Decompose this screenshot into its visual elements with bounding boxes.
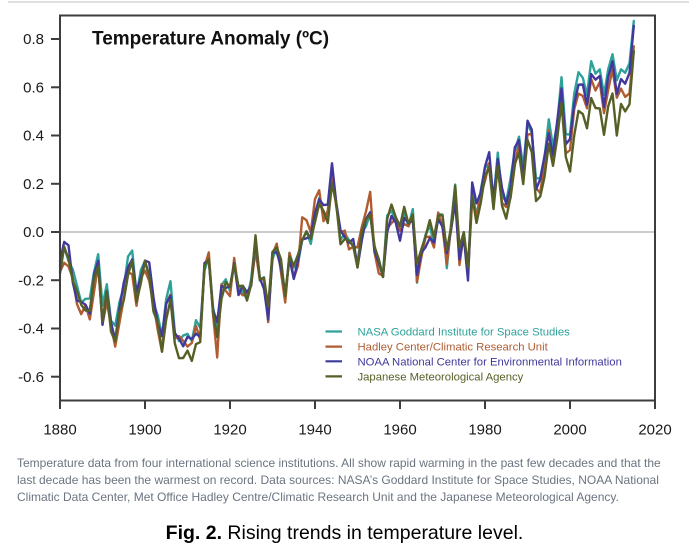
svg-text:1920: 1920 bbox=[213, 422, 246, 439]
svg-text:0.8: 0.8 bbox=[23, 31, 44, 48]
svg-text:Japanese Meteorological Agency: Japanese Meteorological Agency bbox=[358, 372, 524, 384]
svg-text:1900: 1900 bbox=[128, 422, 161, 439]
svg-text:-0.4: -0.4 bbox=[18, 321, 44, 338]
svg-text:0.4: 0.4 bbox=[23, 128, 44, 145]
svg-text:1940: 1940 bbox=[298, 422, 331, 439]
svg-text:1880: 1880 bbox=[43, 422, 76, 439]
svg-text:0.6: 0.6 bbox=[23, 80, 44, 97]
svg-text:0.2: 0.2 bbox=[23, 176, 44, 193]
svg-text:NOAA National Center for Envir: NOAA National Center for Environmental I… bbox=[358, 356, 622, 368]
svg-text:Temperature Anomaly (ºC): Temperature Anomaly (ºC) bbox=[92, 29, 329, 50]
svg-text:NASA Goddard Institute for Spa: NASA Goddard Institute for Space Studies bbox=[358, 327, 571, 339]
svg-text:-0.6: -0.6 bbox=[18, 369, 44, 386]
svg-text:1980: 1980 bbox=[468, 422, 501, 439]
svg-text:2000: 2000 bbox=[553, 422, 586, 439]
svg-text:1960: 1960 bbox=[383, 422, 416, 439]
svg-text:2020: 2020 bbox=[638, 422, 671, 439]
svg-text:-0.2: -0.2 bbox=[18, 272, 44, 289]
svg-text:Hadley Center/Climatic Researc: Hadley Center/Climatic Research Unit bbox=[358, 342, 549, 354]
svg-text:0.0: 0.0 bbox=[23, 224, 44, 241]
